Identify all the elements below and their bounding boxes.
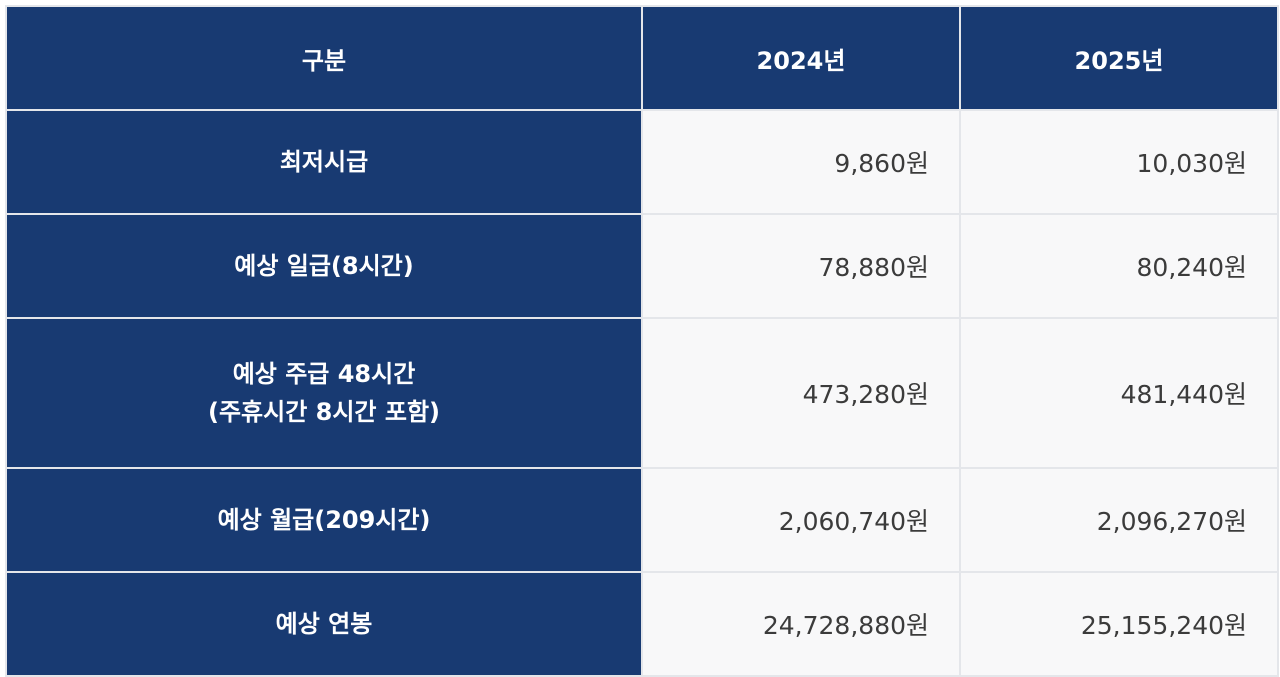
header-category: 구분 (5, 5, 643, 111)
table-header-row: 구분 2024년 2025년 (5, 5, 1279, 111)
header-2025: 2025년 (959, 5, 1279, 111)
table-row-hourly: 최저시급 9,860원 10,030원 (5, 109, 1279, 215)
row-label: 예상 일급(8시간) (5, 213, 643, 319)
row-label-line: 예상 월급(209시간) (217, 505, 431, 534)
row-label: 예상 월급(209시간) (5, 467, 643, 573)
value-2025: 80,240원 (959, 213, 1279, 319)
row-label-line: 예상 주급 48시간 (232, 359, 416, 388)
table-row-annual: 예상 연봉 24,728,880원 25,155,240원 (5, 571, 1279, 677)
table-row-weekly: 예상 주급 48시간 (주휴시간 8시간 포함) 473,280원 481,44… (5, 317, 1279, 469)
wage-table-container: 구분 2024년 2025년 최저시급 9,860원 10,030원 예상 일급… (5, 5, 1279, 677)
row-label-line: 예상 일급(8시간) (234, 251, 414, 280)
value-2024: 473,280원 (641, 317, 961, 469)
value-2025: 25,155,240원 (959, 571, 1279, 677)
value-2025: 10,030원 (959, 109, 1279, 215)
value-2024: 24,728,880원 (641, 571, 961, 677)
value-2024: 9,860원 (641, 109, 961, 215)
row-label: 예상 주급 48시간 (주휴시간 8시간 포함) (5, 317, 643, 469)
value-2025: 481,440원 (959, 317, 1279, 469)
row-label-line: 최저시급 (279, 147, 369, 176)
row-label-line: 예상 연봉 (275, 609, 373, 638)
row-label: 예상 연봉 (5, 571, 643, 677)
row-label-line: (주휴시간 8시간 포함) (208, 398, 440, 426)
table-row-monthly: 예상 월급(209시간) 2,060,740원 2,096,270원 (5, 467, 1279, 573)
value-2025: 2,096,270원 (959, 467, 1279, 573)
header-2024: 2024년 (641, 5, 961, 111)
value-2024: 78,880원 (641, 213, 961, 319)
value-2024: 2,060,740원 (641, 467, 961, 573)
row-label: 최저시급 (5, 109, 643, 215)
table-row-daily: 예상 일급(8시간) 78,880원 80,240원 (5, 213, 1279, 319)
minimum-wage-table: 구분 2024년 2025년 최저시급 9,860원 10,030원 예상 일급… (5, 5, 1279, 677)
